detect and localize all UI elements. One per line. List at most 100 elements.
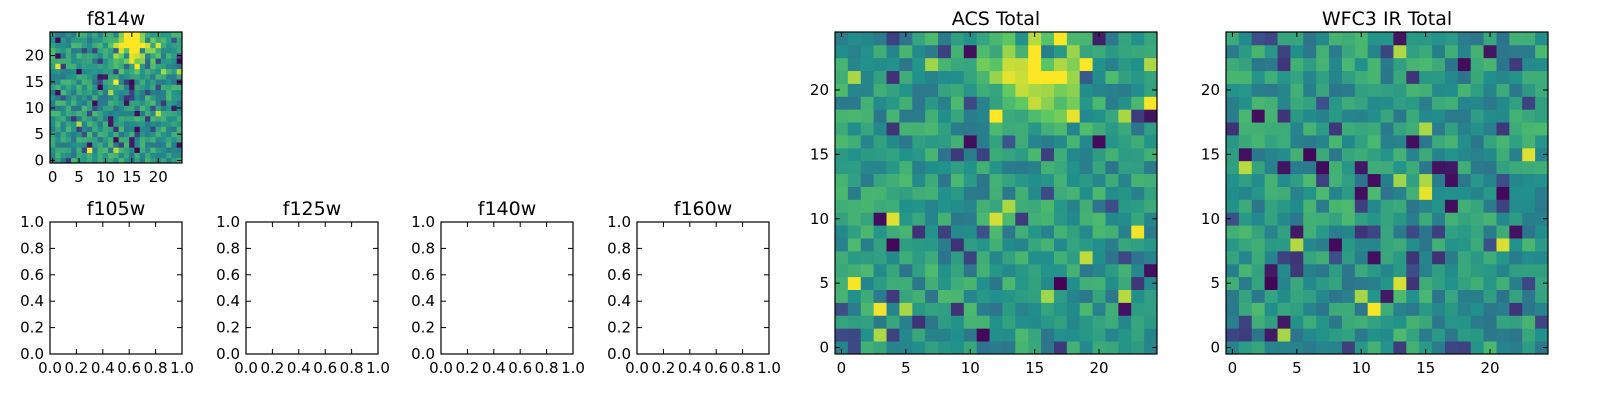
heatmap-cell	[976, 32, 990, 46]
heatmap-cell	[938, 122, 952, 136]
heatmap-cell	[1131, 263, 1145, 278]
heatmap-cell	[1483, 212, 1497, 226]
heatmap-cell	[1496, 160, 1510, 175]
heatmap-cell	[989, 96, 1003, 110]
heatmap-cell	[1367, 328, 1381, 342]
heatmap-cell	[1041, 70, 1055, 84]
heatmap-cell	[81, 89, 88, 96]
heatmap-cell	[1432, 250, 1446, 265]
heatmap-cell	[976, 212, 990, 226]
heatmap-cell	[950, 250, 965, 265]
heatmap-cell	[155, 68, 162, 75]
heatmap-cell	[1015, 238, 1029, 252]
heatmap-cell	[1457, 302, 1472, 316]
heatmap-cell	[102, 136, 109, 143]
heatmap-cell	[139, 32, 146, 38]
heatmap-cell	[134, 94, 141, 101]
heatmap-cell	[912, 32, 926, 46]
heatmap-cell	[899, 96, 913, 110]
heatmap-cell	[160, 115, 167, 122]
heatmap-cell	[1092, 44, 1106, 59]
heatmap-cell	[1015, 147, 1029, 162]
heatmap-cell	[1002, 173, 1016, 187]
heatmap-cell	[989, 32, 1003, 46]
heatmap-cell	[1406, 83, 1420, 97]
heatmap-cell	[134, 63, 141, 70]
heatmap-cell	[1092, 328, 1106, 342]
heatmap-cell	[1496, 302, 1510, 316]
heatmap-cell	[1535, 70, 1549, 84]
x-tick-label: 10	[96, 168, 115, 186]
heatmap-cell	[1535, 83, 1549, 97]
heatmap-cell	[92, 42, 98, 49]
heatmap-cell	[1444, 122, 1459, 136]
heatmap-cell	[1329, 109, 1343, 123]
x-tick-label: 0.0	[429, 359, 453, 377]
axes-frame	[1225, 31, 1549, 355]
heatmap-cell	[1277, 122, 1291, 136]
heatmap-cell	[1303, 225, 1317, 239]
heatmap-cell	[86, 89, 93, 96]
heatmap-cell	[166, 126, 172, 132]
heatmap-cell	[1028, 186, 1042, 200]
heatmap-cell	[1367, 70, 1381, 84]
heatmap-cell	[76, 89, 83, 96]
heatmap-cell	[950, 225, 965, 239]
heatmap-cell	[925, 70, 939, 84]
heatmap-cell	[81, 58, 88, 64]
heatmap-cell	[873, 160, 887, 175]
heatmap-cell	[1251, 315, 1266, 329]
heatmap-cell	[1457, 199, 1472, 213]
heatmap-cell	[171, 32, 178, 38]
heatmap-cell	[1041, 225, 1055, 239]
heatmap-cell	[1079, 160, 1093, 175]
heatmap-cell	[145, 94, 151, 101]
heatmap-cell	[1066, 212, 1081, 226]
heatmap-cell	[1053, 109, 1068, 123]
heatmap-cell	[160, 47, 167, 54]
heatmap-cell	[835, 289, 849, 303]
heatmap-cell	[86, 136, 93, 143]
heatmap-cell	[1419, 225, 1433, 239]
heatmap-cell	[938, 70, 952, 84]
heatmap-cell	[1406, 289, 1420, 303]
heatmap-cell	[925, 263, 939, 278]
heatmap-cell	[166, 136, 172, 143]
heatmap-cell	[123, 157, 130, 164]
heatmap-cell	[145, 121, 151, 127]
heatmap-cell	[1483, 289, 1497, 303]
heatmap-cell	[1535, 135, 1549, 149]
heatmap-cell	[976, 199, 990, 213]
heatmap-cell	[1316, 44, 1330, 59]
heatmap-cell	[1509, 276, 1523, 290]
heatmap-cell	[118, 58, 125, 64]
heatmap-cell	[847, 96, 862, 110]
heatmap-cell	[1483, 199, 1497, 213]
heatmap-cell	[1419, 186, 1433, 200]
heatmap-cell	[1264, 96, 1278, 110]
heatmap-cell	[65, 89, 72, 96]
heatmap-cell	[1483, 44, 1497, 59]
heatmap-cell	[938, 328, 952, 342]
heatmap-cell	[1432, 32, 1446, 46]
heatmap-cell	[160, 63, 167, 70]
heatmap-cell	[92, 121, 98, 127]
heatmap-cell	[976, 147, 990, 162]
heatmap-cell	[1406, 302, 1420, 316]
heatmap-cell	[1226, 263, 1240, 278]
heatmap-cell	[1015, 186, 1029, 200]
heatmap-cell	[1329, 199, 1343, 213]
heatmap-cell	[860, 83, 875, 97]
heatmap-cell	[150, 89, 156, 96]
heatmap-cell	[1483, 135, 1497, 149]
heatmap-cell	[60, 152, 67, 159]
heatmap-cell	[113, 89, 120, 96]
heatmap-cell	[950, 328, 965, 342]
heatmap-cell	[1264, 328, 1278, 342]
heatmap-cell	[97, 58, 104, 64]
heatmap-cell	[171, 68, 178, 75]
heatmap-cell	[1367, 186, 1381, 200]
heatmap-cell	[155, 121, 162, 127]
heatmap-cell	[108, 79, 114, 85]
heatmap-cell	[81, 105, 88, 111]
